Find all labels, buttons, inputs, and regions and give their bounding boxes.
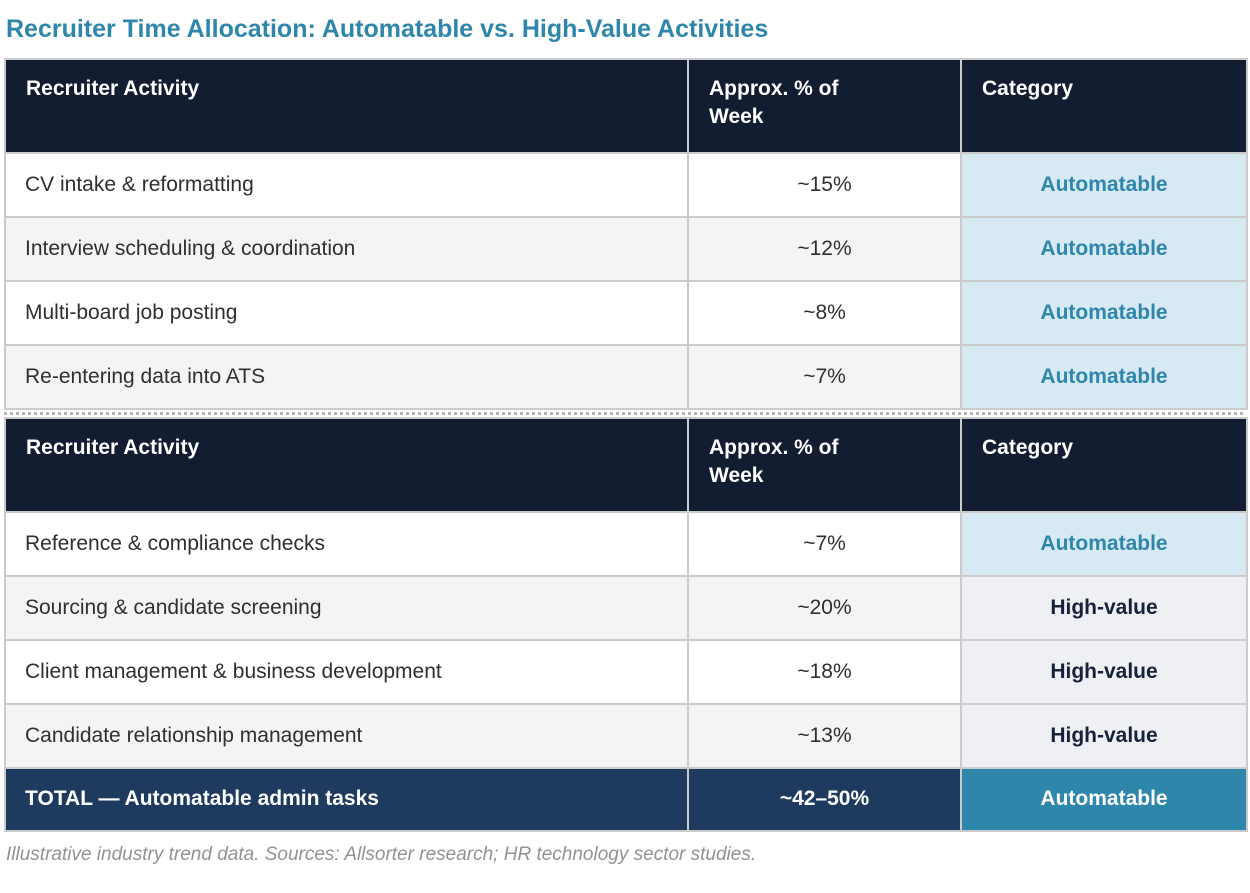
page-title: Recruiter Time Allocation: Automatable v… — [6, 15, 769, 43]
table-row: Reference & compliance checks ~7% Automa… — [4, 510, 1248, 577]
activity-cell: CV intake & reformatting — [4, 151, 689, 218]
dashed-line — [4, 411, 1246, 415]
header-row: Recruiter Activity Approx. % of Week Cat… — [4, 416, 1248, 513]
percent-cell: ~8% — [687, 279, 962, 346]
activity-cell: Client management & business development — [4, 638, 689, 705]
table-row: Multi-board job posting ~8% Automatable — [4, 279, 1248, 346]
total-row: TOTAL — Automatable admin tasks ~42–50% … — [4, 766, 1248, 832]
percent-cell: ~7% — [687, 343, 962, 410]
activity-cell: Reference & compliance checks — [4, 510, 689, 577]
table-split-divider — [4, 409, 1246, 417]
table-row: Client management & business development… — [4, 638, 1248, 705]
column-header-percent-label: Approx. % of Week — [709, 435, 839, 488]
table-row: Candidate relationship management ~13% H… — [4, 702, 1248, 769]
category-badge: Automatable — [960, 343, 1248, 410]
activity-cell: Re-entering data into ATS — [4, 343, 689, 410]
column-header-activity: Recruiter Activity — [4, 416, 689, 513]
time-allocation-table-bottom: Recruiter Activity Approx. % of Week Cat… — [4, 416, 1248, 832]
percent-cell: ~12% — [687, 215, 962, 282]
percent-cell: ~18% — [687, 638, 962, 705]
category-badge: Automatable — [960, 510, 1248, 577]
category-badge: High-value — [960, 574, 1248, 641]
total-label-cell: TOTAL — Automatable admin tasks — [4, 766, 689, 832]
activity-cell: Candidate relationship management — [4, 702, 689, 769]
percent-cell: ~15% — [687, 151, 962, 218]
column-header-activity: Recruiter Activity — [4, 57, 689, 154]
percent-cell: ~13% — [687, 702, 962, 769]
total-category-badge: Automatable — [960, 766, 1248, 832]
table-row: Interview scheduling & coordination ~12%… — [4, 215, 1248, 282]
category-badge: Automatable — [960, 279, 1248, 346]
category-badge: High-value — [960, 702, 1248, 769]
table-row: Re-entering data into ATS ~7% Automatabl… — [4, 343, 1248, 410]
category-badge: Automatable — [960, 215, 1248, 282]
category-badge: Automatable — [960, 151, 1248, 218]
percent-cell: ~20% — [687, 574, 962, 641]
activity-cell: Multi-board job posting — [4, 279, 689, 346]
header-row: Recruiter Activity Approx. % of Week Cat… — [4, 57, 1248, 154]
column-header-percent: Approx. % of Week — [687, 57, 962, 154]
column-header-category: Category — [960, 416, 1248, 513]
source-footnote: Illustrative industry trend data. Source… — [6, 843, 757, 865]
time-allocation-table-top: Recruiter Activity Approx. % of Week Cat… — [4, 57, 1248, 410]
table-row: Sourcing & candidate screening ~20% High… — [4, 574, 1248, 641]
table-row: CV intake & reformatting ~15% Automatabl… — [4, 151, 1248, 218]
activity-cell: Interview scheduling & coordination — [4, 215, 689, 282]
column-header-percent: Approx. % of Week — [687, 416, 962, 513]
activity-cell: Sourcing & candidate screening — [4, 574, 689, 641]
percent-cell: ~7% — [687, 510, 962, 577]
total-percent-cell: ~42–50% — [687, 766, 962, 832]
category-badge: High-value — [960, 638, 1248, 705]
column-header-category: Category — [960, 57, 1248, 154]
column-header-percent-label: Approx. % of Week — [709, 76, 839, 129]
